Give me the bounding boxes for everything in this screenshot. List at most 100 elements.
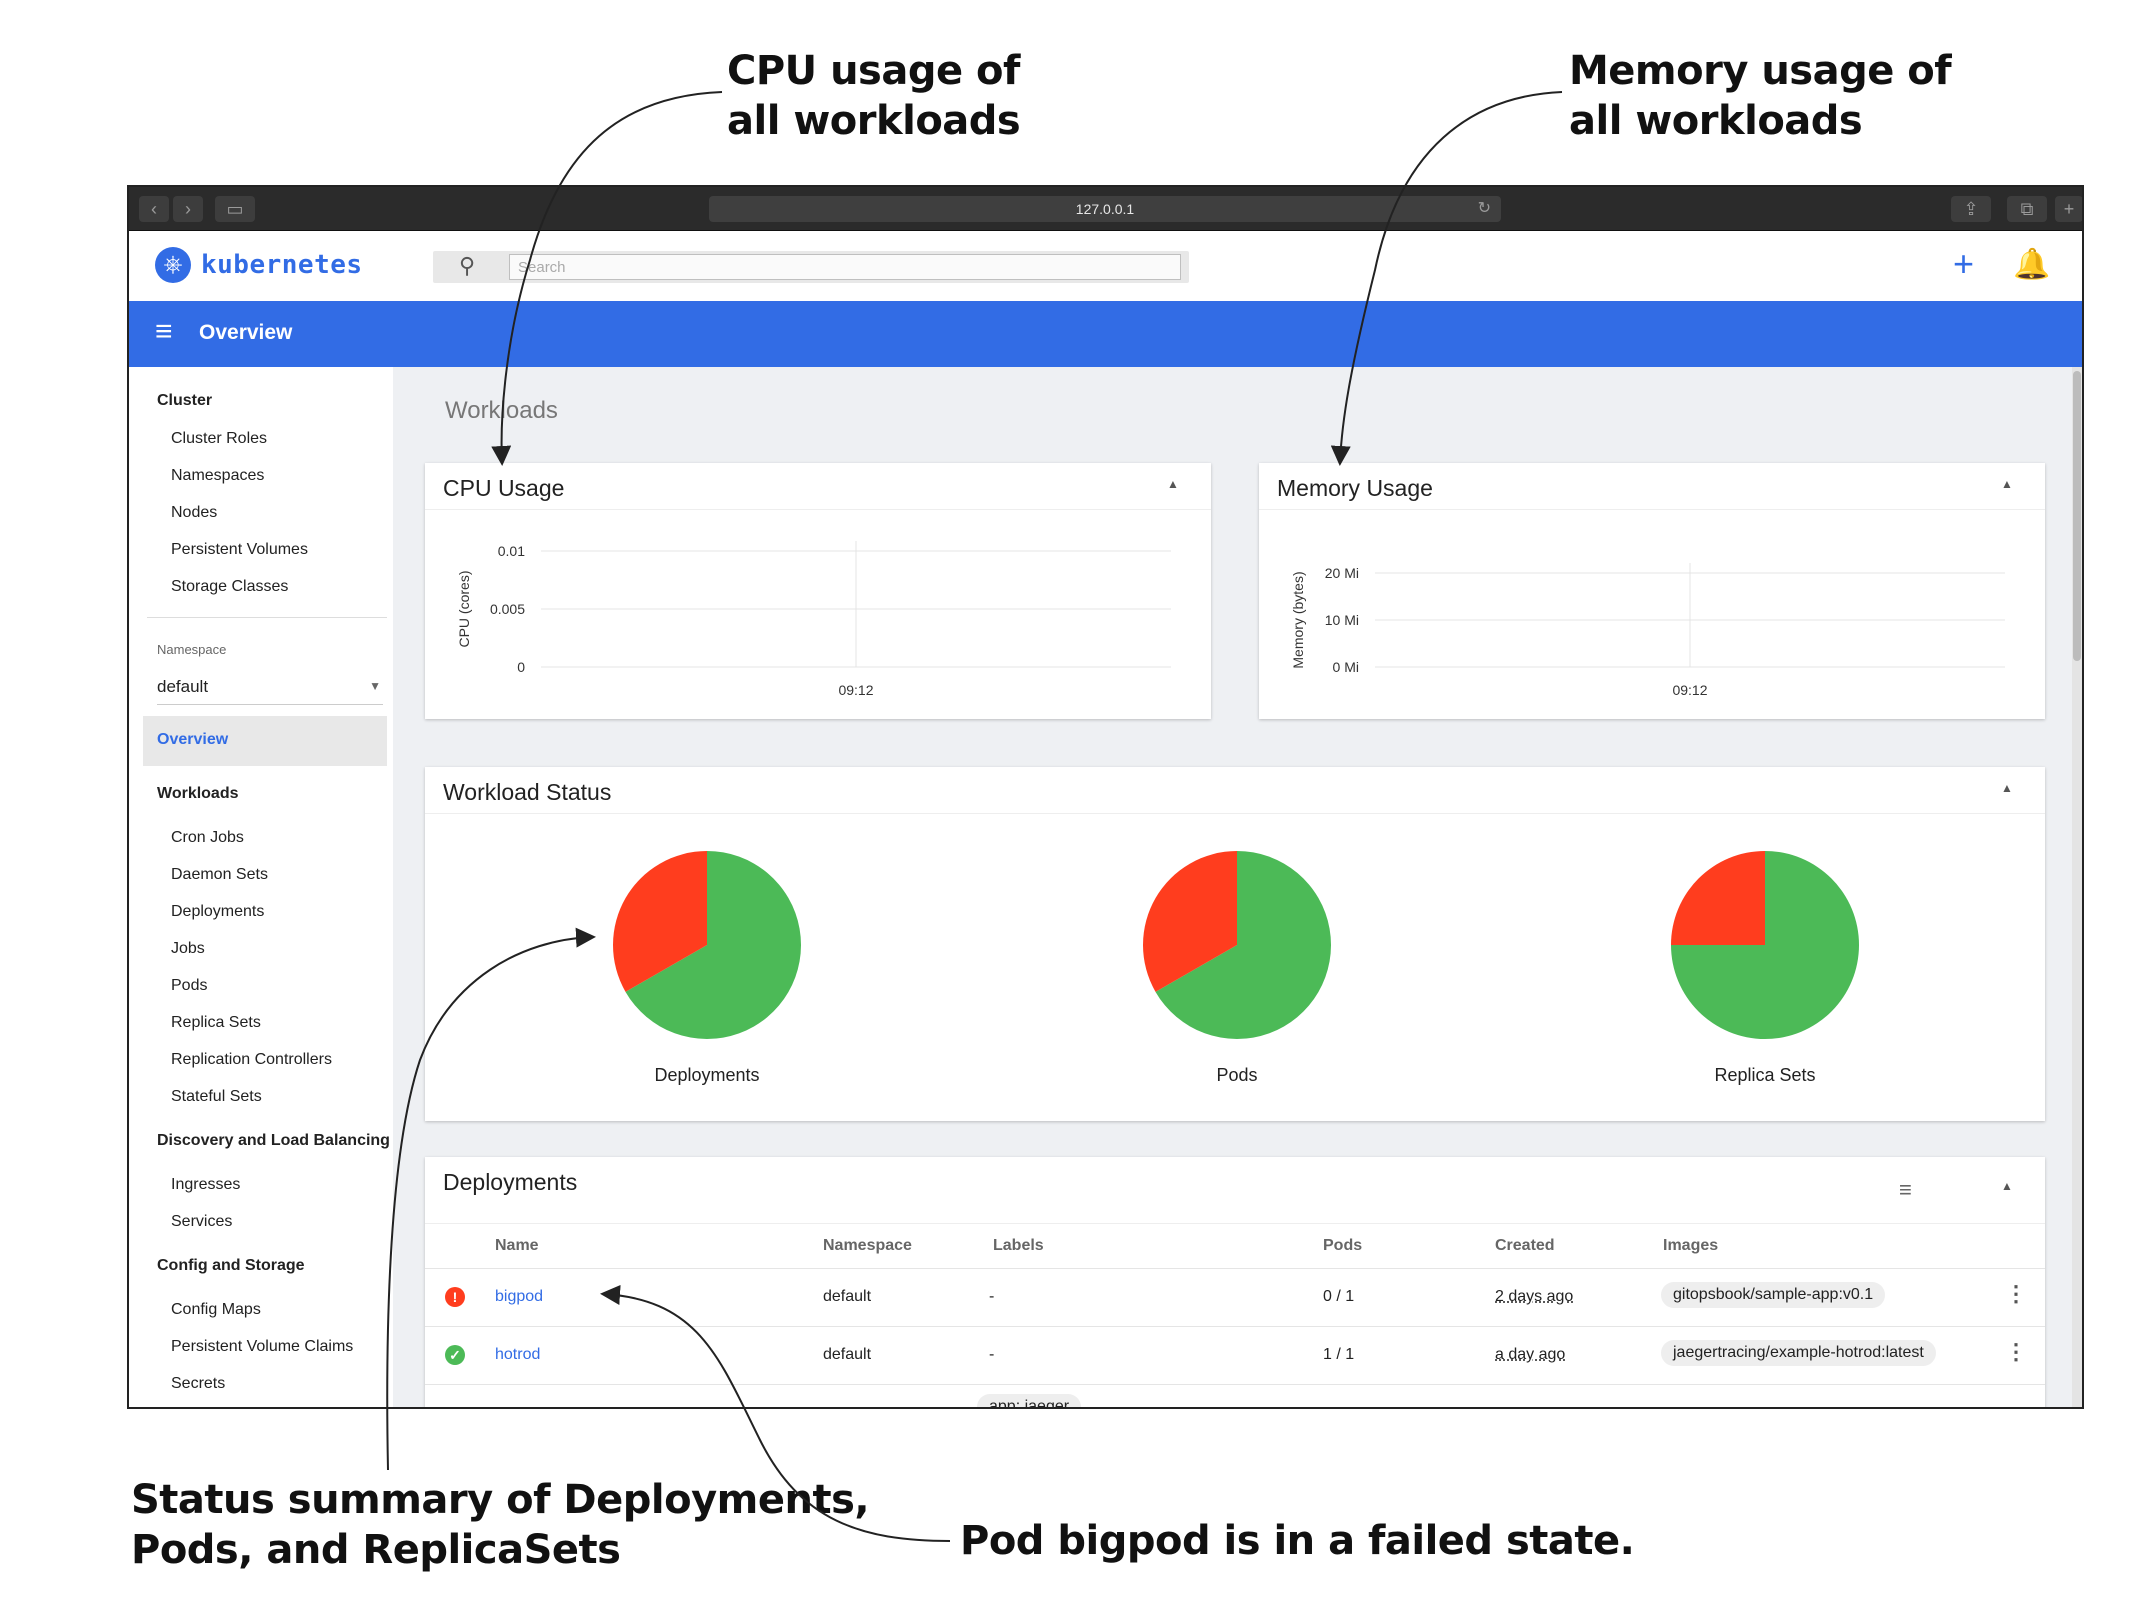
deployment-created[interactable]: 2 days ago [1495,1288,1574,1305]
sidebar-item-cluster-roles[interactable]: Cluster Roles [171,430,268,447]
back-icon[interactable]: ‹ [139,196,169,222]
reload-icon[interactable]: ↻ [1477,200,1491,217]
y-tick-label: 10 Mi [1325,612,1359,628]
error-status-icon: ! [445,1287,465,1307]
callout-status-line-2: Pods, and ReplicaSets [131,1527,621,1573]
search-icon[interactable]: ⚲ [459,253,476,278]
search-input[interactable] [509,254,1181,280]
sidebar-item-replica-sets[interactable]: Replica Sets [171,1014,261,1031]
sidebar-heading-cluster[interactable]: Cluster [157,392,213,409]
sidebar-heading-config-storage[interactable]: Config and Storage [157,1257,305,1274]
brand-name[interactable]: kubernetes [201,250,363,280]
pie-slice-running [1155,851,1331,1039]
notifications-bell-icon[interactable]: 🔔 [2013,248,2051,281]
pie-label: Deployments [654,1065,759,1085]
column-header-namespace[interactable]: Namespace [823,1237,912,1254]
y-axis-label: Memory (bytes) [1290,571,1306,668]
tabs-icon[interactable]: ⧉ [2007,196,2047,222]
y-axis-label: CPU (cores) [456,570,472,647]
deployments-card: Deployments ≡ ▲ Name Namespace Labels Po… [425,1157,2045,1407]
callout-cpu: CPU usage of all workloads [727,46,1021,146]
sidebar-item-persistent-volumes[interactable]: Persistent Volumes [171,541,308,558]
sidebar-item-overview[interactable]: Overview [143,716,387,766]
sidebar-item-services[interactable]: Services [171,1213,233,1230]
column-header-labels[interactable]: Labels [993,1237,1044,1254]
pie-label: Replica Sets [1714,1065,1815,1085]
cpu-usage-title: CPU Usage [443,475,565,501]
callout-cpu-line-2: all workloads [727,98,1021,144]
sidebar-item-stateful-sets[interactable]: Stateful Sets [171,1088,262,1105]
row-divider [425,1326,2045,1327]
hamburger-menu-icon[interactable]: ≡ [155,315,173,348]
sidebar-item-ingresses[interactable]: Ingresses [171,1176,241,1193]
y-tick-label: 0 [517,659,525,675]
pie-slice-failed [1143,851,1237,992]
sidebar-item-replication-controllers[interactable]: Replication Controllers [171,1051,332,1068]
memory-usage-chart: 0 Mi 10 Mi 20 Mi 09:12 Memory (bytes) [1290,563,2005,698]
sidebar-toggle-icon[interactable]: ▭ [215,196,255,222]
sidebar-item-config-maps[interactable]: Config Maps [171,1301,261,1318]
sidebar-item-nodes[interactable]: Nodes [171,504,218,521]
sidebar-item-secrets[interactable]: Secrets [171,1375,226,1392]
sidebar-item-namespaces[interactable]: Namespaces [171,467,265,484]
sidebar-item-pods[interactable]: Pods [171,977,208,994]
callout-cpu-line-1: CPU usage of [727,48,1020,94]
sidebar-item-storage-classes[interactable]: Storage Classes [171,578,289,595]
deployment-labels: - [989,1346,995,1363]
kubernetes-logo-icon[interactable]: ⎈ [155,247,191,283]
sidebar-item-jobs[interactable]: Jobs [171,940,205,957]
column-header-pods[interactable]: Pods [1323,1237,1363,1254]
row-divider [425,1384,2045,1385]
column-header-images[interactable]: Images [1663,1237,1719,1254]
share-icon[interactable]: ⇪ [1951,196,1991,222]
x-tick-label: 09:12 [1672,682,1707,698]
callout-status-line-1: Status summary of Deployments, [131,1477,870,1523]
sidebar-heading-workloads[interactable]: Workloads [157,785,239,802]
column-header-name[interactable]: Name [495,1237,539,1254]
deployment-labels: - [989,1288,995,1305]
memory-usage-card: Memory Usage ▲ 0 Mi 10 Mi 20 Mi 09:12 Memory… [1259,463,2045,719]
row-actions-kebab-icon[interactable]: ⋮ [2005,1281,2027,1306]
pie-charts: Deployments Pods Replica Sets [613,851,1859,1085]
new-tab-icon[interactable]: + [2055,196,2082,222]
callout-memory-line-2: all workloads [1569,98,1863,144]
page-title: Overview [199,321,293,344]
label-chip: app: jaeger [977,1394,1082,1407]
deployment-name-link[interactable]: bigpod [495,1288,544,1305]
create-plus-icon[interactable]: + [1953,243,1975,284]
collapse-chevron-up-icon[interactable]: ▲ [1167,477,1179,491]
collapse-chevron-up-icon[interactable]: ▲ [2001,477,2013,491]
deployment-created[interactable]: a day ago [1495,1346,1566,1363]
sidebar-item-overview-label: Overview [157,731,229,748]
collapse-chevron-up-icon[interactable]: ▲ [2001,781,2013,795]
sidebar-item-deployments[interactable]: Deployments [171,903,265,920]
app-topbar: ⎈ kubernetes ⚲ + 🔔 [129,231,2082,301]
sidebar-item-persistent-volume-claims[interactable]: Persistent Volume Claims [171,1338,354,1355]
row-actions-kebab-icon[interactable]: ⋮ [2005,1339,2027,1364]
card-divider [425,509,1211,510]
column-header-created[interactable]: Created [1495,1237,1555,1254]
search-bar: ⚲ [433,251,1189,283]
deployment-pods: 1 / 1 [1323,1346,1355,1363]
scrollbar[interactable] [2072,367,2082,1407]
sidebar-heading-discovery[interactable]: Discovery and Load Balancing [157,1132,390,1149]
sidebar-item-cron-jobs[interactable]: Cron Jobs [171,829,244,846]
filter-icon[interactable]: ≡ [1899,1177,1912,1202]
sidebar-divider [147,617,387,618]
card-divider [425,813,2045,814]
url-bar[interactable]: 127.0.0.1 ↻ [709,196,1501,222]
memory-usage-title: Memory Usage [1277,475,1433,501]
namespace-value: default [157,677,209,696]
deployment-name-link[interactable]: hotrod [495,1346,541,1363]
sidebar-item-daemon-sets[interactable]: Daemon Sets [171,866,268,883]
url-text: 127.0.0.1 [1075,201,1135,217]
forward-icon[interactable]: › [173,196,203,222]
pie-slice-running [625,851,801,1039]
namespace-select[interactable]: default ▼ [157,675,383,705]
y-tick-label: 20 Mi [1325,565,1359,581]
scrollbar-thumb[interactable] [2073,371,2081,661]
cpu-usage-chart: 0 0.005 0.01 09:12 CPU (cores) [456,541,1171,698]
sidebar: Cluster Cluster Roles Namespaces Nodes P… [129,367,393,1407]
collapse-chevron-up-icon[interactable]: ▲ [2001,1179,2013,1193]
cpu-chart-plot: 0 0.005 0.01 09:12 CPU (cores) [456,541,1171,698]
